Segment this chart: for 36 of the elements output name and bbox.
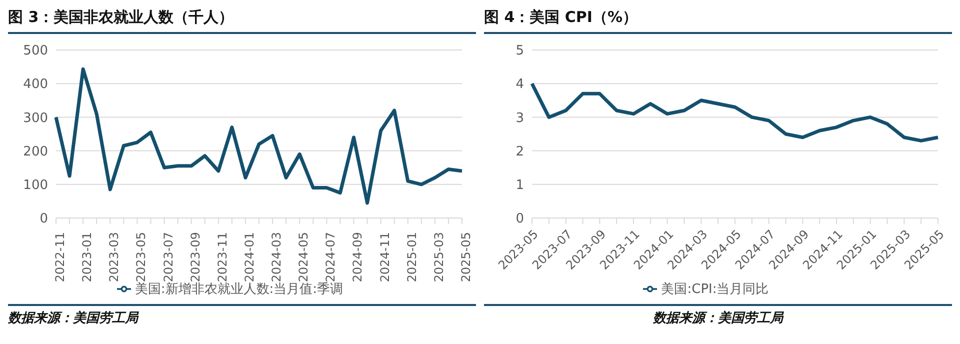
x-tick-label: 2024-09 (350, 232, 365, 282)
x-tick-label: 2023-03 (107, 232, 122, 282)
x-tick-label: 2023-07 (161, 232, 176, 282)
x-tick-label: 2023-11 (215, 232, 230, 282)
y-tick-label: 0 (40, 212, 48, 227)
x-tick-label: 2023-09 (188, 232, 202, 282)
legend-label: 美国:新增非农就业人数:当月值:季调 (134, 282, 344, 297)
y-tick-label: 300 (23, 110, 48, 126)
x-tick-label: 2023-01 (80, 232, 94, 282)
source-note: 数据来源：美国劳工局 (652, 310, 785, 327)
x-tick-label: 2025-01 (404, 232, 419, 282)
y-tick-label: 100 (23, 178, 48, 194)
y-tick-label: 4 (516, 77, 524, 92)
line-series (54, 67, 464, 205)
line-series (530, 82, 940, 142)
legend-label: 美国:CPI:当月同比 (661, 282, 769, 297)
y-tick-label: 400 (23, 77, 48, 92)
x-tick-label: 2024-01 (242, 232, 256, 282)
y-tick-label: 3 (516, 110, 524, 126)
x-tick-label: 2023-05 (134, 232, 148, 282)
chart-title: 图 4：美国 CPI（%） (484, 8, 952, 34)
y-tick-label: 1 (516, 178, 524, 194)
y-tick-label: 5 (516, 44, 524, 59)
y-tick-label: 0 (516, 212, 524, 227)
x-tick-label: 2024-07 (324, 232, 338, 282)
y-tick-label: 500 (23, 44, 48, 59)
x-tick-label: 2024-11 (378, 232, 392, 282)
source-note: 数据来源：美国劳工局 (8, 310, 140, 327)
chart-title: 图 3：美国非农就业人数（千人） (8, 8, 476, 34)
x-tick-label: 2022-11 (53, 232, 67, 282)
y-tick-label: 200 (23, 144, 48, 160)
y-tick-label: 2 (516, 144, 524, 160)
x-tick-label: 2025-05 (459, 232, 473, 282)
x-tick-label: 2025-03 (432, 232, 446, 282)
x-tick-label: 2024-03 (270, 232, 284, 282)
x-tick-label: 2024-05 (296, 232, 311, 282)
